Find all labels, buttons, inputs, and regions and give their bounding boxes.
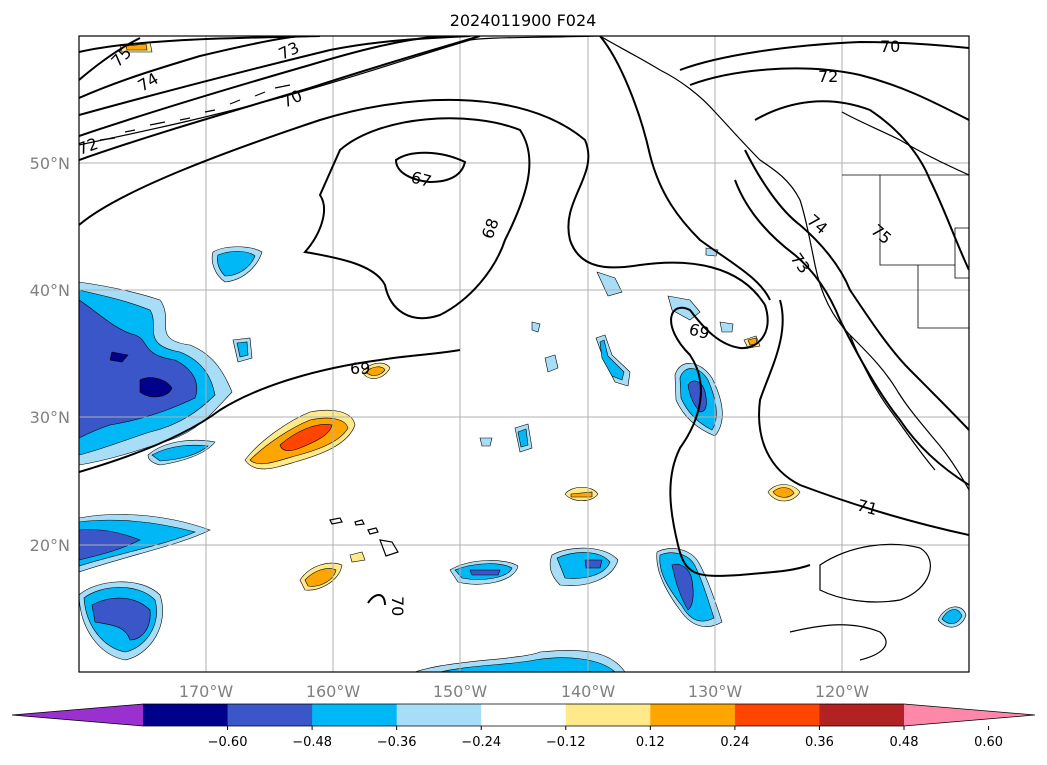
contour-label: 69 xyxy=(350,359,370,378)
blob-148w-28n xyxy=(479,437,493,447)
north-america-coast xyxy=(599,36,969,491)
contour-73b xyxy=(734,179,969,486)
height-contours xyxy=(79,36,969,606)
contour-69b xyxy=(79,349,461,473)
colorbar-extend-min xyxy=(12,704,143,726)
colorbar-tick-label: −0.24 xyxy=(461,735,501,750)
lat-label: 50°N xyxy=(30,154,70,173)
canada-inland xyxy=(841,111,969,176)
contour-label: 72 xyxy=(818,67,838,86)
lat-label: 30°N xyxy=(30,408,70,427)
lon-label: 150°W xyxy=(433,682,488,701)
colorbar-swatch xyxy=(312,704,398,726)
political-borders xyxy=(842,174,969,329)
contour-label: 72 xyxy=(75,134,101,159)
contour-74 xyxy=(79,36,301,99)
alaska-coast xyxy=(79,36,601,146)
contour-label: 69 xyxy=(687,320,712,344)
contour-68 xyxy=(303,117,531,320)
colorbar-swatch xyxy=(143,704,229,726)
colorbar: −0.60 −0.48 −0.36 −0.24 −0.12 0.12 0.24 0.36 0.4… xyxy=(11,703,1036,750)
contour-70c xyxy=(599,36,771,301)
contour-75b xyxy=(754,100,969,271)
blob-128w-38n xyxy=(719,321,734,333)
colorbar-outline xyxy=(11,703,1036,727)
contour-70d xyxy=(367,594,386,606)
contour-75 xyxy=(79,37,141,81)
contour-67 xyxy=(394,151,467,184)
contour-73 xyxy=(79,36,441,137)
lat-label: 40°N xyxy=(30,281,70,300)
contour-72b xyxy=(679,40,969,71)
hawaii-islands xyxy=(329,517,399,557)
latitude-labels: 50°N 40°N 30°N 20°N xyxy=(30,154,70,555)
colorbar-tick-label: −0.60 xyxy=(208,735,248,750)
plot-area: 75 74 73 72 70 67 68 69 70 72 70 74 75 7… xyxy=(75,36,969,672)
longitude-labels: 170°W 160°W 150°W 140°W 130°W 120°W xyxy=(179,682,870,701)
lon-label: 130°W xyxy=(688,682,743,701)
colorbar-swatch xyxy=(481,704,567,726)
mexico-coast xyxy=(789,624,887,661)
lon-label: 140°W xyxy=(561,682,616,701)
contour-72 xyxy=(79,36,481,161)
colorbar-swatch xyxy=(819,704,905,726)
lon-label: 120°W xyxy=(815,682,870,701)
contour-74b xyxy=(744,149,969,431)
west-pacific-blob-core2 xyxy=(79,299,198,439)
coastlines xyxy=(79,36,969,661)
colorbar-swatch xyxy=(565,704,651,726)
blob-145w-33n xyxy=(544,354,559,373)
contour-71 xyxy=(758,299,969,536)
colorbar-tick-label: −0.48 xyxy=(292,735,332,750)
aleutian-islands xyxy=(99,84,291,141)
colorbar-tick-label: 0.12 xyxy=(636,735,665,750)
colorbar-swatch xyxy=(650,704,736,726)
contour-label: 67 xyxy=(409,168,434,192)
colorbar-tick-label: 0.36 xyxy=(805,735,834,750)
colorbar-tick-label: 0.48 xyxy=(890,735,919,750)
blob-145w-38n xyxy=(531,321,541,333)
contour-label: 70 xyxy=(388,596,407,616)
colorbar-tick-label: 0.60 xyxy=(974,735,1003,750)
colorbar-extend-max xyxy=(904,704,1035,726)
colorbar-tick-label: −0.12 xyxy=(546,735,586,750)
contour-label: 70 xyxy=(880,37,900,56)
graticule xyxy=(79,36,969,672)
lon-label: 160°W xyxy=(306,682,361,701)
warm-blob-155w-18n xyxy=(349,551,366,563)
colorbar-tick-label: 0.24 xyxy=(720,735,749,750)
central-america xyxy=(819,543,931,603)
positive-anomaly-shading xyxy=(119,41,801,591)
contour-ne xyxy=(689,67,969,121)
lat-label: 20°N xyxy=(30,536,70,555)
west-pacific-blob-core3 xyxy=(139,377,173,398)
colorbar-swatch xyxy=(734,704,820,726)
colorbar-tick-label: −0.36 xyxy=(377,735,417,750)
lon-label: 170°W xyxy=(179,682,234,701)
contour-label: 71 xyxy=(855,496,880,520)
negative-anomaly-shading xyxy=(79,246,967,672)
map-title: 2024011900 F024 xyxy=(450,11,597,30)
contour-69 xyxy=(79,98,811,577)
plot-frame xyxy=(78,35,970,673)
colorbar-swatch xyxy=(227,704,313,726)
colorbar-swatch xyxy=(396,704,482,726)
